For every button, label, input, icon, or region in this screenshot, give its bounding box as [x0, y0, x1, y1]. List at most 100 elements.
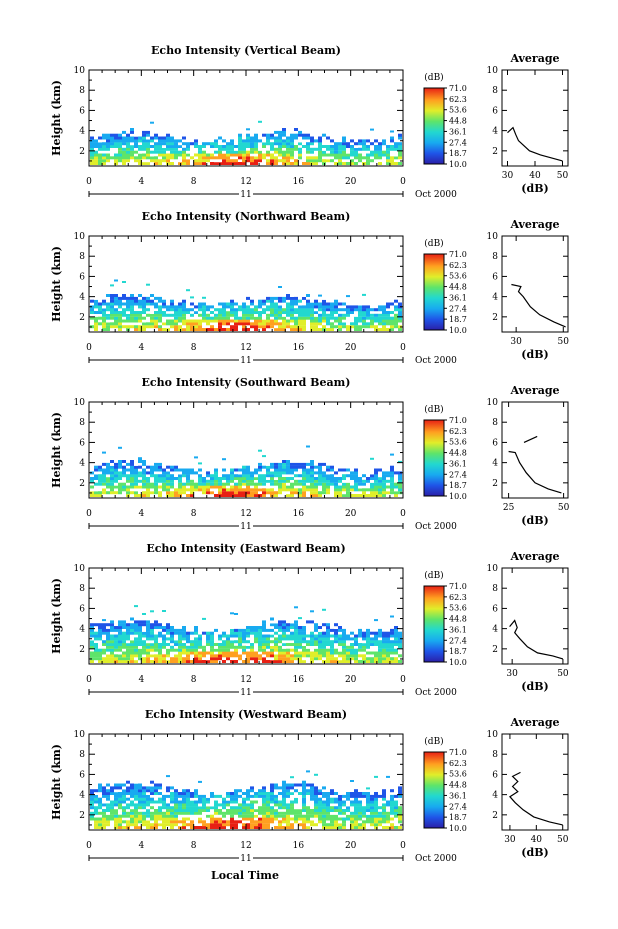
echo-cell [246, 814, 250, 818]
echo-cell [326, 794, 330, 798]
echo-cell [126, 634, 130, 638]
echo-cell [258, 302, 262, 306]
profile-x-tick-label: 50 [557, 669, 569, 679]
echo-cell [150, 328, 154, 331]
echo-cell [150, 153, 154, 157]
echo-cell [282, 139, 286, 143]
echo-cell [94, 162, 98, 165]
echo-cell [186, 637, 190, 641]
echo-cell [310, 620, 314, 624]
echo-cell [142, 789, 146, 793]
echo-cell [98, 651, 102, 655]
echo-cell [186, 289, 190, 292]
echo-cell [330, 820, 334, 824]
echo-cell [350, 308, 354, 312]
echo-cell [118, 316, 122, 320]
echo-cell [298, 465, 302, 469]
echo-cell [154, 150, 158, 154]
echo-cell [302, 654, 306, 658]
echo-cell [258, 648, 262, 652]
echo-cell [126, 468, 130, 472]
echo-cell [338, 319, 342, 323]
echo-cell [374, 637, 378, 641]
echo-cell [226, 645, 230, 649]
echo-cell [286, 657, 290, 661]
echo-cell [134, 485, 138, 489]
colorbar-tick-label: 53.6 [449, 604, 467, 613]
echo-cell [250, 789, 254, 793]
echo-cell [382, 156, 386, 160]
echo-cell [346, 811, 350, 815]
echo-cell [194, 159, 198, 163]
echo-cell [366, 657, 370, 661]
echo-cell [222, 311, 226, 314]
y-tick-label: 2 [79, 645, 85, 655]
echo-cell [262, 814, 266, 818]
echo-cell [354, 637, 358, 641]
echo-cell [94, 800, 98, 804]
echo-cell [182, 823, 186, 827]
echo-cell [162, 311, 166, 314]
echo-cell [382, 820, 386, 824]
echo-cell [186, 471, 190, 475]
echo-cell [170, 479, 174, 483]
echo-cell [378, 162, 382, 165]
echo-cell [230, 643, 234, 646]
echo-cell [114, 299, 118, 303]
profile-y-tick-label: 10 [487, 398, 499, 408]
echo-cell [246, 479, 250, 483]
echo-cell [122, 294, 126, 297]
echo-cell [130, 162, 134, 165]
echo-cell [290, 465, 294, 469]
echo-cell [334, 308, 338, 312]
profile-y-tick-label: 6 [492, 106, 498, 116]
echo-cell [250, 162, 254, 165]
echo-cell [94, 811, 98, 815]
echo-cell [98, 482, 102, 486]
echo-cell [230, 654, 234, 658]
echo-cell [374, 153, 378, 157]
echo-cell [138, 460, 142, 463]
echo-cell [242, 811, 246, 815]
echo-cell [134, 313, 138, 317]
echo-cell [134, 657, 138, 661]
echo-cell [222, 159, 226, 163]
echo-cell [138, 806, 142, 810]
echo-cell [102, 308, 106, 312]
echo-cell [254, 133, 258, 137]
echo-cell [150, 322, 154, 326]
echo-cell [206, 803, 210, 807]
echo-cell [158, 786, 162, 790]
echo-cell [398, 809, 402, 812]
echo-cell [178, 809, 182, 812]
echo-cell [350, 139, 354, 143]
echo-cell [110, 477, 114, 480]
echo-cell [130, 147, 134, 151]
echo-cell [102, 651, 106, 655]
echo-cell [298, 316, 302, 320]
echo-cell [350, 150, 354, 154]
echo-cell [318, 645, 322, 649]
echo-cell [146, 657, 150, 661]
echo-cell [374, 488, 378, 492]
echo-cell [130, 783, 134, 787]
echo-cell [214, 643, 218, 646]
echo-cell [158, 631, 162, 635]
echo-cell [266, 643, 270, 646]
echo-cell [122, 130, 126, 134]
echo-cell [90, 311, 94, 314]
echo-cell [214, 150, 218, 154]
echo-cell [374, 619, 378, 622]
echo-cell [286, 826, 290, 829]
echo-cell [126, 136, 130, 140]
echo-cell [394, 634, 398, 638]
echo-cell [102, 142, 106, 146]
echo-cell [314, 657, 318, 661]
echo-cell [294, 648, 298, 652]
echo-cell [386, 153, 390, 157]
echo-cell [166, 145, 170, 148]
echo-cell [370, 651, 374, 655]
echo-cell [222, 302, 226, 306]
echo-cell [130, 789, 134, 793]
